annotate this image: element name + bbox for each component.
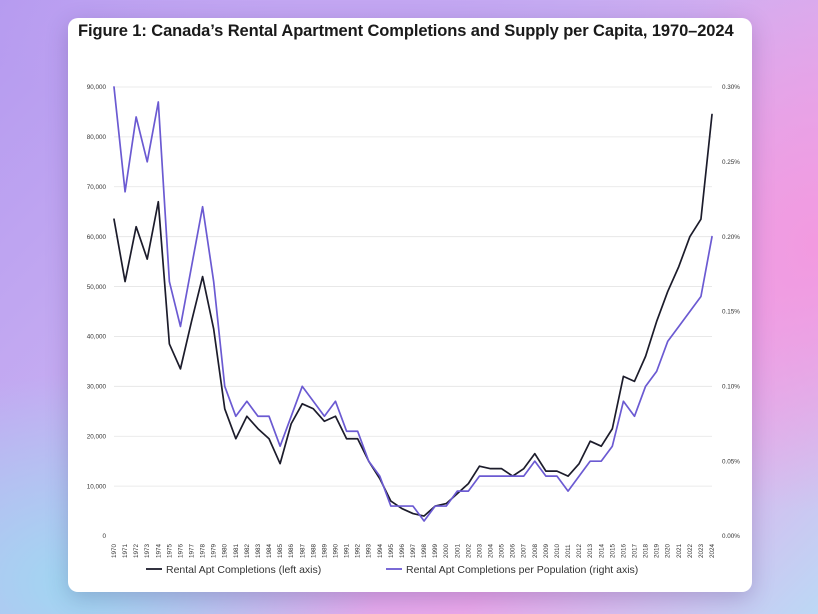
y-left-tick-label: 60,000 bbox=[87, 234, 107, 241]
x-tick-label: 1993 bbox=[366, 543, 373, 558]
x-tick-label: 1989 bbox=[321, 543, 328, 558]
y-left-tick-label: 40,000 bbox=[87, 334, 107, 341]
legend-label: Rental Apt Completions per Population (r… bbox=[406, 564, 638, 576]
chart-title: Figure 1: Canada’s Rental Apartment Comp… bbox=[78, 22, 734, 40]
x-tick-label: 1977 bbox=[189, 543, 196, 558]
x-tick-label: 2008 bbox=[532, 543, 539, 558]
x-tick-label: 1975 bbox=[166, 543, 173, 558]
x-tick-label: 1971 bbox=[122, 543, 129, 558]
y-right-tick-label: 0.05% bbox=[722, 458, 740, 465]
x-tick-label: 2007 bbox=[521, 543, 528, 558]
y-left-tick-label: 10,000 bbox=[87, 483, 107, 490]
x-tick-label: 1978 bbox=[200, 543, 207, 558]
series-line bbox=[113, 86, 713, 522]
x-tick-label: 1976 bbox=[177, 543, 184, 558]
x-tick-label: 2016 bbox=[620, 543, 627, 558]
x-tick-label: 2015 bbox=[609, 543, 616, 558]
x-tick-label: 2002 bbox=[465, 543, 472, 558]
y-left-tick-label: 70,000 bbox=[87, 184, 107, 191]
x-tick-label: 1999 bbox=[432, 543, 439, 558]
x-tick-label: 1981 bbox=[233, 543, 240, 558]
x-tick-label: 2000 bbox=[443, 543, 450, 558]
x-tick-label: 2013 bbox=[587, 543, 594, 558]
x-tick-label: 1983 bbox=[255, 543, 262, 558]
x-tick-label: 1995 bbox=[388, 543, 395, 558]
x-tick-label: 2012 bbox=[576, 543, 583, 558]
x-tick-label: 1982 bbox=[244, 543, 251, 558]
x-tick-label: 2024 bbox=[709, 543, 716, 558]
x-tick-label: 1973 bbox=[144, 543, 151, 558]
x-tick-label: 2005 bbox=[499, 543, 506, 558]
x-tick-label: 1992 bbox=[355, 543, 362, 558]
x-tick-label: 2004 bbox=[488, 543, 495, 558]
x-tick-label: 1986 bbox=[288, 543, 295, 558]
y-left-tick-label: 30,000 bbox=[87, 384, 107, 391]
x-tick-label: 2019 bbox=[654, 543, 661, 558]
y-right-tick-label: 0.20% bbox=[722, 234, 740, 241]
y-right-tick-label: 0.15% bbox=[722, 309, 740, 316]
x-tick-label: 1998 bbox=[421, 543, 428, 558]
x-tick-label: 1979 bbox=[211, 543, 218, 558]
x-tick-label: 2010 bbox=[554, 543, 561, 558]
x-tick-label: 2023 bbox=[698, 543, 705, 558]
x-tick-label: 2022 bbox=[687, 543, 694, 558]
x-tick-label: 2003 bbox=[476, 543, 483, 558]
chart-svg: 0 10,000 20,000 30,000 40,000 50,000 60,000 70,… bbox=[87, 84, 741, 576]
x-tick-label: 1996 bbox=[399, 543, 406, 558]
series-line bbox=[113, 113, 713, 517]
x-tick-label: 2017 bbox=[631, 543, 638, 558]
x-tick-label: 2006 bbox=[510, 543, 517, 558]
x-tick-label: 1988 bbox=[310, 543, 317, 558]
y-left-tick-label: 0 bbox=[102, 533, 106, 540]
x-tick-label: 1987 bbox=[299, 543, 306, 558]
y-left-tick-label: 80,000 bbox=[87, 134, 107, 141]
chart-card: Figure 1: Canada’s Rental Apartment Comp… bbox=[68, 18, 752, 592]
y-left-tick-label: 20,000 bbox=[87, 433, 107, 440]
x-tick-label: 1994 bbox=[377, 543, 384, 558]
x-tick-label: 1997 bbox=[410, 543, 417, 558]
x-tick-label: 1980 bbox=[222, 543, 229, 558]
y-right-tick-label: 0.00% bbox=[722, 533, 740, 540]
x-tick-label: 1990 bbox=[332, 543, 339, 558]
y-left-tick-label: 50,000 bbox=[87, 284, 107, 291]
x-tick-label: 2020 bbox=[665, 543, 672, 558]
y-left-tick-label: 90,000 bbox=[87, 84, 107, 91]
x-tick-label: 2021 bbox=[676, 543, 683, 558]
x-tick-label: 2011 bbox=[565, 544, 572, 558]
y-right-tick-label: 0.25% bbox=[722, 159, 740, 166]
x-tick-label: 1985 bbox=[277, 543, 284, 558]
x-tick-label: 2018 bbox=[643, 543, 650, 558]
y-right-tick-label: 0.30% bbox=[722, 84, 740, 91]
x-tick-label: 1970 bbox=[111, 543, 118, 558]
x-tick-label: 1991 bbox=[344, 543, 351, 558]
x-tick-label: 2001 bbox=[454, 543, 461, 558]
x-tick-label: 2009 bbox=[543, 543, 550, 558]
legend-label: Rental Apt Completions (left axis) bbox=[166, 564, 321, 576]
x-tick-label: 1974 bbox=[155, 543, 162, 558]
x-tick-label: 1984 bbox=[266, 543, 273, 558]
x-tick-label: 1972 bbox=[133, 543, 140, 558]
y-right-tick-label: 0.10% bbox=[722, 384, 740, 391]
x-tick-label: 2014 bbox=[598, 543, 605, 558]
